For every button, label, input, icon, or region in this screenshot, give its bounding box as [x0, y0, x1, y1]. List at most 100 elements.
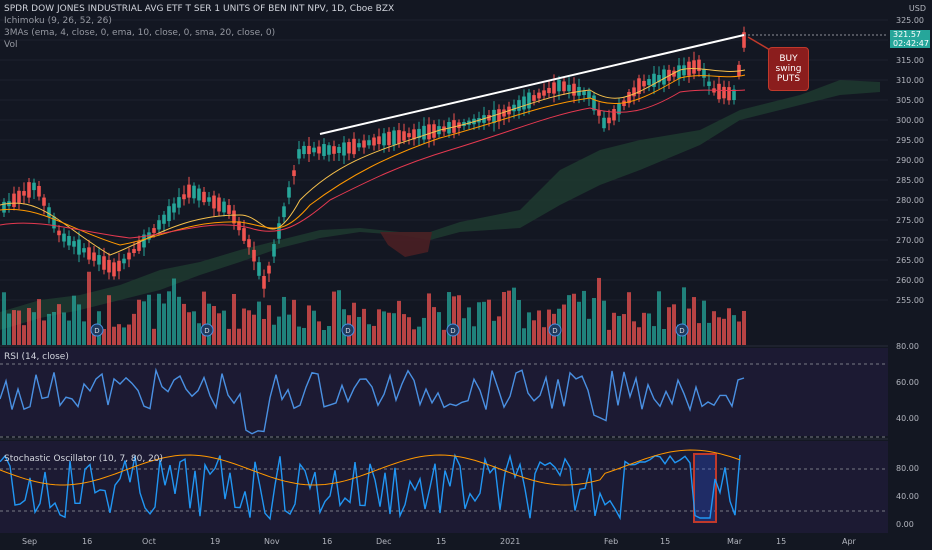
ema10-line: [0, 74, 746, 246]
candle-body: [677, 65, 681, 79]
time-tick-label: Oct: [142, 537, 156, 546]
stoch-tick-label: 0.00: [896, 520, 914, 529]
candle-body: [552, 82, 556, 94]
price-tick-label: 305.00: [896, 96, 924, 105]
dividend-marker[interactable]: [200, 323, 214, 337]
candle-body: [572, 83, 576, 96]
volume-bar: [87, 271, 91, 345]
dividend-marker[interactable]: [548, 323, 562, 337]
dividend-marker[interactable]: [675, 323, 689, 337]
candle-body: [27, 182, 31, 198]
volume-bar: [697, 323, 701, 345]
price-tick-label: 295.00: [896, 136, 924, 145]
candle-body: [332, 146, 336, 154]
vol-legend[interactable]: Vol: [4, 40, 18, 50]
volume-bar: [682, 287, 686, 345]
volume-bar: [712, 311, 716, 345]
candle-body: [492, 109, 496, 124]
volume-bar: [2, 292, 6, 345]
candle-body: [317, 146, 321, 154]
volume-bar: [527, 312, 531, 345]
dividend-marker[interactable]: [90, 323, 104, 337]
candle-body: [272, 244, 276, 257]
volume-bar: [732, 315, 736, 345]
volume-bar: [402, 314, 406, 345]
volume-bar: [517, 299, 521, 345]
symbol-title[interactable]: SPDR DOW JONES INDUSTRIAL AVG ETF T SER …: [4, 4, 395, 14]
rsi-axis: 80.00 60.00 40.00: [896, 342, 919, 423]
price-tick-label: 255.00: [896, 296, 924, 305]
volume-bar: [572, 293, 576, 345]
candle-body: [297, 149, 301, 159]
mas-legend[interactable]: 3MAs (ema, 4, close, 0, ema, 10, close, …: [4, 28, 276, 38]
volume-bar: [167, 291, 171, 345]
time-tick-label: Mar: [727, 537, 743, 546]
volume-bar: [637, 327, 641, 345]
volume-bar: [112, 326, 116, 345]
price-axis[interactable]: 325.00320.00315.00310.00305.00300.00295.…: [896, 16, 924, 305]
volume-bar: [667, 307, 671, 345]
volume-bar: [212, 306, 216, 345]
volume-bar: [267, 305, 271, 345]
volume-bar: [737, 321, 741, 345]
volume-bar: [27, 307, 31, 345]
volume-bar: [582, 290, 586, 345]
volume-bar: [497, 316, 501, 345]
symbol-legend[interactable]: SPDR DOW JONES INDUSTRIAL AVG ETF T SER …: [4, 3, 394, 51]
candle-body: [137, 241, 141, 251]
candle-body: [372, 137, 376, 146]
time-tick-label: Apr: [842, 537, 857, 546]
candle-body: [357, 143, 361, 148]
volume-bar: [132, 313, 136, 345]
volume-bar: [57, 304, 61, 345]
volume-bar: [627, 292, 631, 345]
candle-body: [192, 185, 196, 199]
volume-bar: [122, 327, 126, 345]
dividend-label: D: [679, 327, 684, 335]
volume-bar: [707, 322, 711, 345]
volume-bar: [507, 290, 511, 345]
volume-bar: [47, 313, 51, 345]
volume-bar: [117, 324, 121, 345]
time-axis[interactable]: Sep 16 Oct 19 Nov 16 Dec 15 2021 Feb 15 Mar 15 Apr: [22, 537, 857, 546]
dividend-label: D: [345, 327, 350, 335]
resistance-trendline[interactable]: [319, 34, 745, 135]
candle-body: [37, 185, 41, 197]
volume-bar: [127, 324, 131, 345]
candle-body: [97, 255, 101, 265]
volume-bar: [192, 311, 196, 345]
price-tick-label: 270.00: [896, 236, 924, 245]
rsi-line: [0, 367, 745, 435]
volume-bar: [272, 324, 276, 345]
price-tick-label: 280.00: [896, 196, 924, 205]
stoch-highlight-box[interactable]: [693, 453, 717, 523]
volume-bar: [237, 328, 241, 345]
ichimoku-legend[interactable]: Ichimoku (9, 26, 52, 26): [4, 16, 112, 26]
candle-body: [587, 91, 591, 99]
candle-body: [227, 205, 231, 214]
candle-body: [642, 80, 646, 87]
candle-body: [57, 230, 61, 236]
dividend-marker[interactable]: [341, 323, 355, 337]
dividend-marker[interactable]: [446, 323, 460, 337]
volume-bar: [282, 296, 286, 345]
rsi-pane[interactable]: [0, 348, 888, 436]
candle-body: [162, 214, 166, 224]
price-tick-label: 300.00: [896, 116, 924, 125]
candle-body: [657, 75, 661, 83]
candle-body: [547, 87, 551, 94]
volume-bar: [7, 313, 11, 345]
time-tick-label: Dec: [376, 537, 391, 546]
candle-body: [592, 95, 596, 111]
candle-body: [342, 142, 346, 156]
volume-bar: [77, 304, 81, 345]
stoch-legend[interactable]: Stochastic Oscillator (10, 7, 80, 20): [4, 454, 164, 464]
rsi-legend[interactable]: RSI (14, close): [4, 352, 69, 362]
trade-note[interactable]: BUY swing PUTS: [768, 47, 809, 91]
candle-body: [47, 207, 51, 217]
candle-body: [202, 191, 206, 203]
volume-bar: [17, 310, 21, 345]
volume-bar: [617, 315, 621, 345]
